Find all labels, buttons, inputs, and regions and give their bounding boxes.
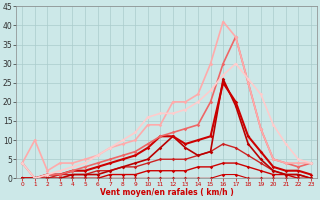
X-axis label: Vent moyen/en rafales ( km/h ): Vent moyen/en rafales ( km/h ): [100, 188, 234, 197]
